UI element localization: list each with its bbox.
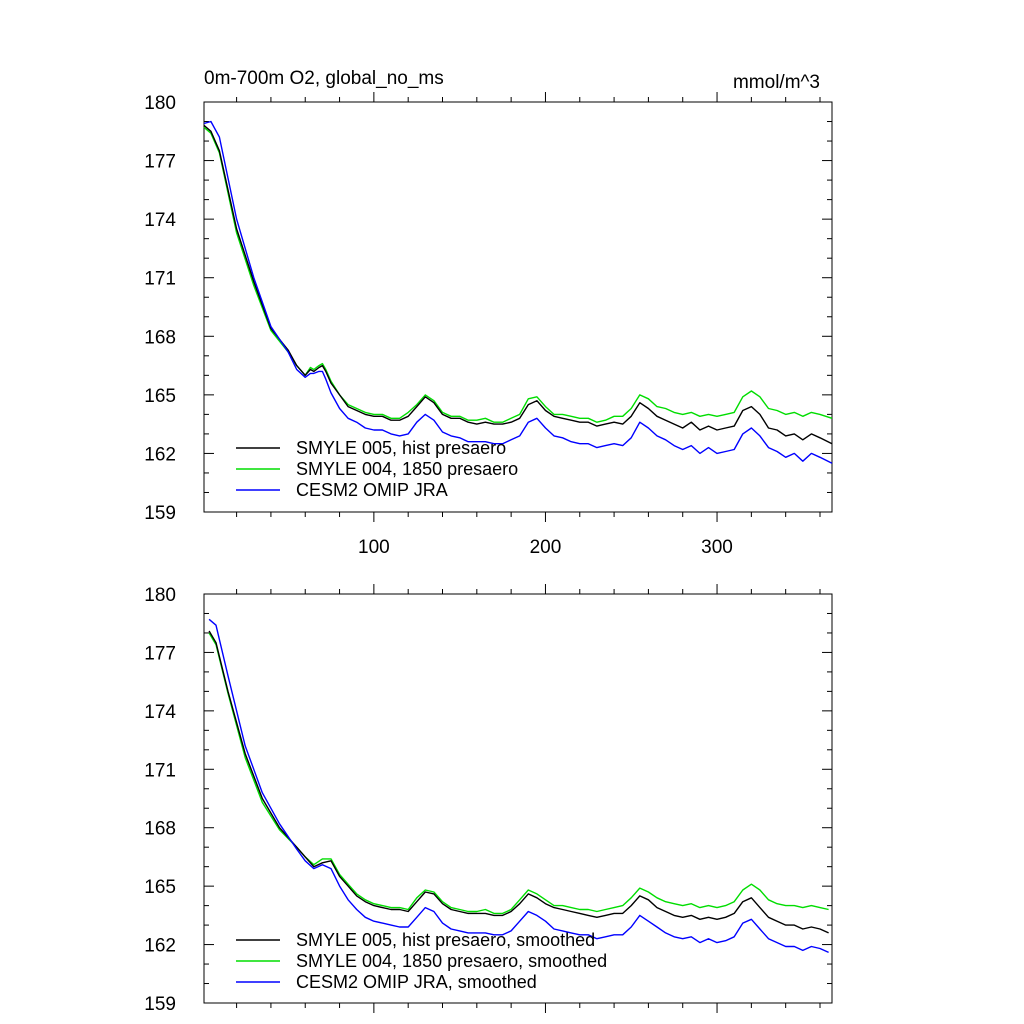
y-tick-label: 174 (144, 210, 176, 231)
y-tick-label: 180 (144, 585, 176, 606)
series-line-smyle-005 (203, 124, 833, 445)
y-tick-label: 168 (144, 819, 176, 840)
legend-label: CESM2 OMIP JRA, smoothed (296, 972, 537, 992)
y-tick-label: 171 (144, 269, 176, 290)
x-tick-label: 100 (358, 537, 390, 558)
bottom-panel: 159 162 165 168 171 174 177 180 SMYLE 005, hist … (144, 584, 833, 1015)
y-tick-label: 177 (144, 643, 176, 664)
y-tick-label: 159 (144, 994, 176, 1015)
legend-label: SMYLE 005, hist presaero (296, 438, 506, 458)
y-tick-label: 159 (144, 503, 176, 524)
y-tick-label: 165 (144, 877, 176, 898)
top-panel: 0m-700m O2, global_no_ms mmol/m^3 159 162… (144, 68, 833, 558)
y-tick-label: 162 (144, 444, 176, 465)
series-line-smyle-004 (208, 632, 829, 915)
series-line-smyle-004 (203, 126, 833, 423)
plot-frame (203, 593, 833, 1004)
plot-frame (203, 101, 833, 513)
chart-title: 0m-700m O2, global_no_ms (204, 68, 444, 89)
x-tick-label: 300 (701, 537, 733, 558)
y-tick-label: 174 (144, 702, 176, 723)
legend-label: CESM2 OMIP JRA (296, 480, 448, 500)
y-tick-label: 171 (144, 760, 176, 781)
legend-label: SMYLE 004, 1850 presaero, smoothed (296, 951, 607, 971)
y-tick-label: 168 (144, 327, 176, 348)
series-line-smyle-005 (208, 630, 829, 934)
x-tick-label: 200 (530, 537, 562, 558)
legend-label: SMYLE 004, 1850 presaero (296, 459, 518, 479)
y-tick-label: 162 (144, 936, 176, 957)
series-line-cesm2-omip-jra (208, 618, 829, 954)
y-tick-label: 177 (144, 152, 176, 173)
y-tick-label: 180 (144, 93, 176, 114)
units-label: mmol/m^3 (733, 72, 820, 93)
y-tick-label: 165 (144, 386, 176, 407)
legend-label: SMYLE 005, hist presaero, smoothed (296, 930, 595, 950)
series-line-cesm2-omip-jra (203, 120, 833, 464)
